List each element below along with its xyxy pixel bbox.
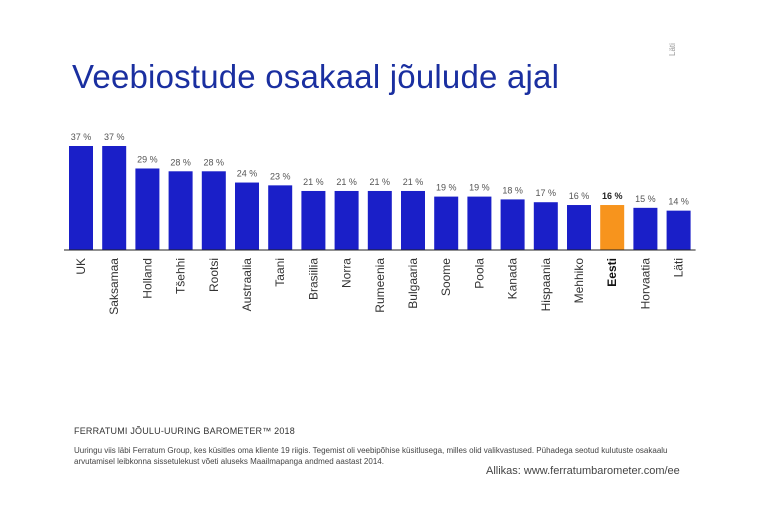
category-label: Poola bbox=[472, 258, 486, 289]
chart-title: Veebiostude osakaal jõulude ajal bbox=[72, 58, 560, 95]
bar bbox=[434, 196, 459, 250]
footer-heading: FERRATUMI JÕULU-UURING BAROMETER™ 2018 bbox=[74, 426, 295, 436]
category-label: Soome bbox=[439, 258, 453, 296]
data-label: 19 % bbox=[469, 183, 490, 193]
category-label: Bulgaaria bbox=[406, 258, 420, 309]
bar bbox=[235, 182, 259, 250]
bar bbox=[268, 185, 293, 250]
bar bbox=[467, 196, 492, 250]
data-label: 15 % bbox=[635, 194, 656, 204]
bar bbox=[168, 171, 193, 250]
bar bbox=[334, 190, 359, 250]
category-label: Tšehhi bbox=[174, 258, 188, 294]
data-label: 24 % bbox=[237, 169, 258, 179]
category-label: Brasiilia bbox=[306, 258, 320, 300]
data-label: 16 % bbox=[569, 191, 590, 201]
data-label: 21 % bbox=[336, 177, 357, 187]
source-link[interactable]: Allikas: www.ferratumbarometer.com/ee bbox=[486, 465, 680, 477]
category-label: UK bbox=[74, 258, 88, 275]
data-label: 37 % bbox=[104, 132, 125, 142]
category-label: Kanada bbox=[506, 258, 520, 300]
data-label: 21 % bbox=[370, 177, 391, 187]
bar bbox=[367, 190, 392, 250]
category-label: Rootsi bbox=[207, 258, 221, 292]
bar bbox=[633, 207, 658, 250]
data-label: 17 % bbox=[536, 188, 557, 198]
data-label: 18 % bbox=[502, 185, 523, 195]
category-label: Holland bbox=[140, 258, 154, 299]
bar bbox=[567, 205, 591, 250]
footer-note: Uuringu viis läbi Ferratum Group, kes kü… bbox=[74, 446, 668, 466]
bar bbox=[69, 146, 93, 250]
bar bbox=[666, 210, 691, 250]
data-label: 28 % bbox=[204, 157, 225, 167]
data-label: 23 % bbox=[270, 171, 291, 181]
bar bbox=[533, 202, 558, 250]
data-label: 16 % bbox=[602, 191, 623, 201]
category-label: Eesti bbox=[605, 258, 619, 287]
category-label: Taani bbox=[273, 258, 287, 287]
bar bbox=[500, 199, 525, 250]
bar bbox=[102, 146, 127, 250]
category-label: Austraalia bbox=[240, 258, 254, 312]
data-label: 19 % bbox=[436, 183, 457, 193]
bar bbox=[301, 190, 326, 250]
category-label: Mehhiko bbox=[572, 258, 586, 304]
bar bbox=[135, 168, 160, 250]
category-label: Saksamaa bbox=[107, 258, 121, 315]
bar bbox=[600, 205, 625, 250]
data-label: 29 % bbox=[137, 154, 158, 164]
category-label: Norra bbox=[340, 258, 354, 288]
data-label: 21 % bbox=[403, 177, 424, 187]
bar bbox=[401, 190, 425, 250]
category-label: Horvaatia bbox=[638, 258, 652, 310]
category-label: Rumeenia bbox=[373, 258, 387, 313]
category-label: Hispaania bbox=[539, 258, 553, 312]
bar bbox=[201, 171, 226, 250]
data-label: 28 % bbox=[170, 157, 191, 167]
data-label: 21 % bbox=[303, 177, 324, 187]
category-label: Läti bbox=[672, 258, 686, 277]
data-label: 37 % bbox=[71, 132, 92, 142]
data-label: 14 % bbox=[668, 197, 689, 207]
